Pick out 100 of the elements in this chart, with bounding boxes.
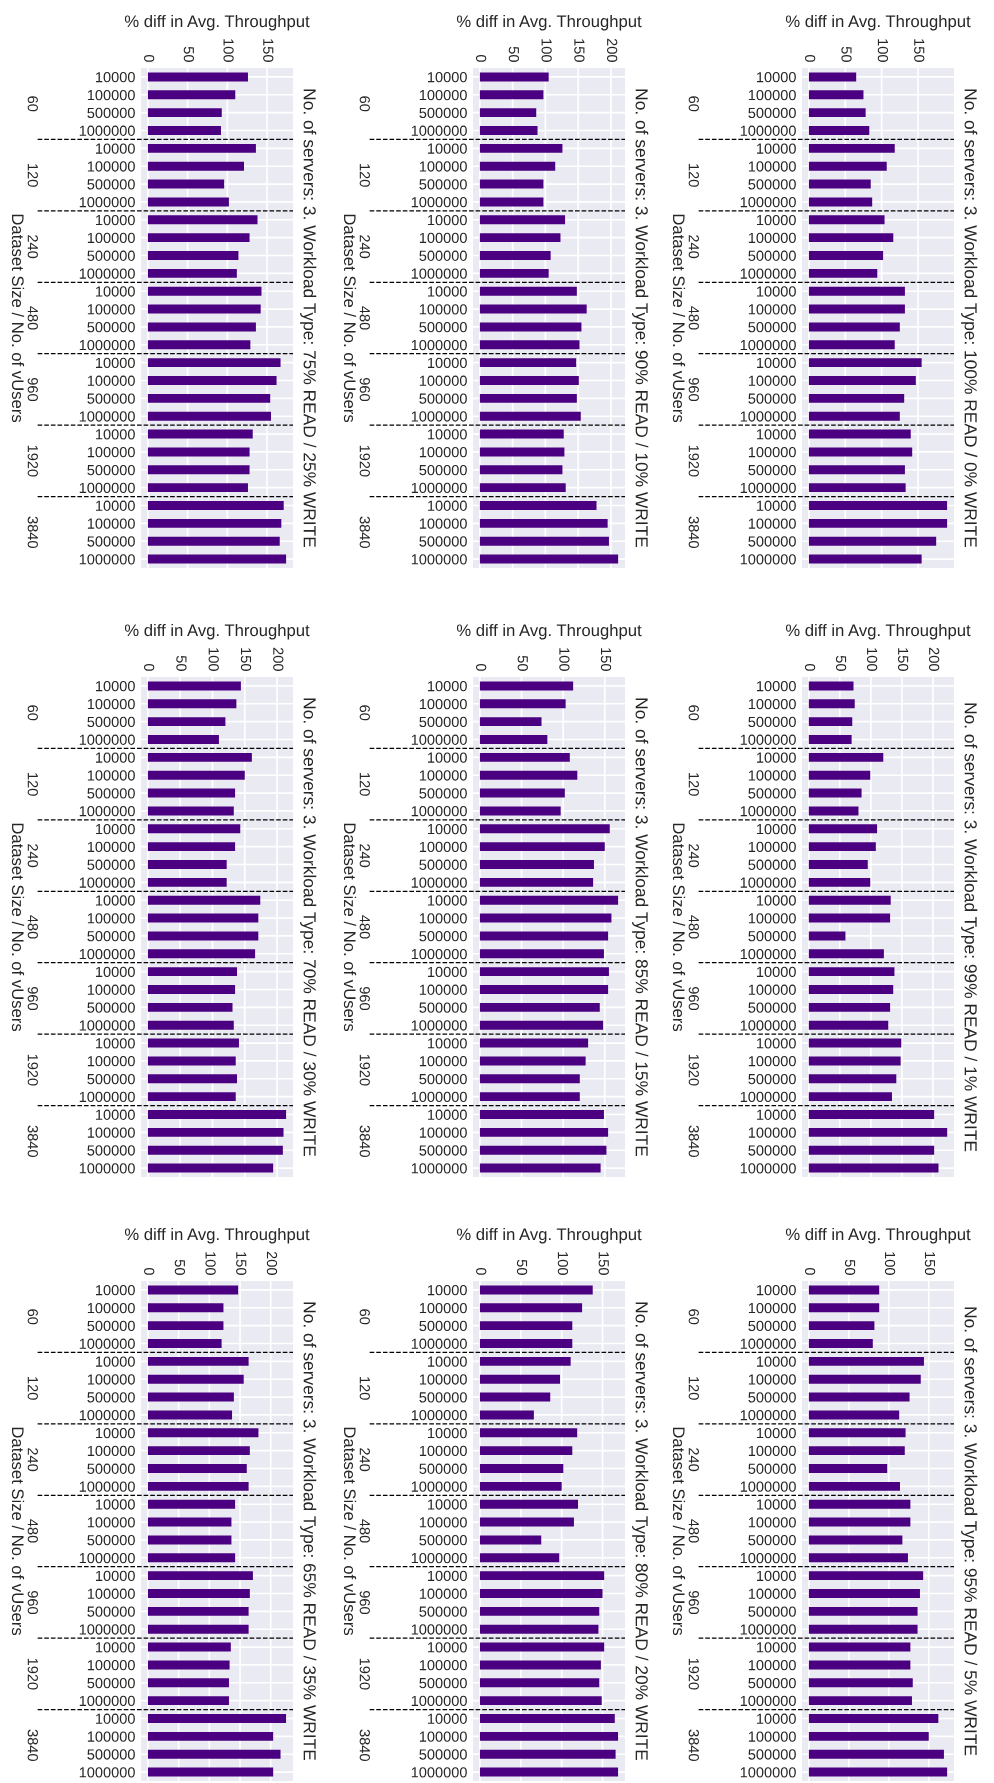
bar bbox=[147, 1535, 232, 1545]
y-tick-label: 1000000 bbox=[411, 1767, 467, 1778]
x-axis-title: % diff in Avg. Throughput bbox=[785, 1227, 971, 1244]
y-tick-label: 10000 bbox=[96, 895, 135, 906]
bar bbox=[479, 931, 609, 941]
bar bbox=[479, 985, 609, 994]
bar bbox=[479, 1285, 593, 1295]
y-tick-label: 100000 bbox=[87, 1660, 135, 1671]
bar bbox=[147, 1464, 247, 1473]
y-tick-label: 1000000 bbox=[79, 1163, 135, 1174]
bar bbox=[479, 806, 561, 816]
bar bbox=[147, 1642, 231, 1652]
text: 240 bbox=[688, 235, 699, 259]
bar bbox=[808, 483, 906, 493]
y-tick-label: 10000 bbox=[96, 966, 135, 978]
bar bbox=[808, 770, 871, 780]
y-tick-label: 10000 bbox=[757, 1356, 796, 1367]
bar bbox=[808, 860, 868, 869]
x-tick-label: 50 bbox=[174, 1259, 186, 1275]
bar bbox=[479, 518, 608, 528]
bar bbox=[808, 536, 937, 546]
bar bbox=[479, 699, 566, 709]
text: 60 bbox=[27, 96, 38, 112]
y-tick-label: 100000 bbox=[419, 447, 467, 458]
bar bbox=[147, 286, 262, 296]
text: 960 bbox=[688, 1590, 699, 1615]
bar bbox=[808, 197, 873, 207]
y-tick-label: 10000 bbox=[96, 214, 135, 226]
x-tick-label: 0 bbox=[143, 663, 155, 671]
bar bbox=[147, 90, 236, 100]
y-tick-label: 100000 bbox=[748, 984, 796, 995]
y-tick-label: 1000000 bbox=[79, 734, 135, 745]
text: 240 bbox=[359, 1448, 370, 1472]
bar bbox=[808, 788, 862, 798]
y-tick-label: 500000 bbox=[748, 859, 796, 870]
bar bbox=[147, 1074, 238, 1084]
x-tick-label: 150 bbox=[924, 1252, 936, 1275]
y-axis-title: Dataset Size / No. of vUsers bbox=[672, 214, 686, 423]
y-tick-label: 10000 bbox=[96, 1038, 135, 1049]
y-tick-label: 10000 bbox=[757, 1038, 796, 1049]
y-tick-label: 500000 bbox=[748, 1677, 796, 1689]
text: 960 bbox=[359, 377, 370, 402]
y-tick-label: 1000000 bbox=[740, 1481, 796, 1492]
text: 480 bbox=[688, 1519, 699, 1543]
bar bbox=[479, 1410, 534, 1420]
y-tick-label: 10000 bbox=[428, 752, 467, 763]
bar bbox=[808, 179, 871, 189]
y-tick-label: 1000000 bbox=[740, 554, 796, 565]
y-tick-label: 500000 bbox=[87, 931, 135, 942]
bar bbox=[147, 877, 227, 887]
y-tick-label: 1000000 bbox=[79, 125, 135, 136]
bar bbox=[147, 393, 271, 403]
y-axis-title: Dataset Size / No. of vUsers bbox=[343, 214, 357, 423]
x-tick-label: 0 bbox=[475, 663, 487, 671]
bar bbox=[479, 179, 544, 189]
bar bbox=[808, 1285, 880, 1295]
bar bbox=[147, 376, 277, 385]
y-tick-label: 10000 bbox=[428, 214, 467, 226]
y-tick-label: 1000000 bbox=[740, 482, 796, 494]
bar bbox=[808, 1145, 935, 1155]
y-tick-label: 100000 bbox=[748, 1517, 796, 1528]
bar bbox=[479, 895, 619, 905]
y-tick-label: 1000000 bbox=[740, 1767, 796, 1778]
x-tick-label: 100 bbox=[559, 648, 570, 671]
text: 60 bbox=[359, 96, 370, 112]
y-tick-label: 1000000 bbox=[740, 1552, 796, 1564]
bar bbox=[147, 1321, 224, 1331]
bar bbox=[147, 967, 238, 977]
y-tick-label: 100000 bbox=[419, 1374, 467, 1385]
bar bbox=[808, 681, 854, 691]
y-tick-label: 10000 bbox=[96, 1285, 135, 1296]
text: 480 bbox=[359, 915, 370, 939]
text: 60 bbox=[359, 705, 370, 721]
y-tick-label: 1000000 bbox=[411, 948, 467, 960]
text: 120 bbox=[359, 1377, 370, 1400]
x-tick-label: 0 bbox=[804, 54, 816, 62]
y-tick-label: 1000000 bbox=[79, 268, 135, 279]
y-tick-label: 100000 bbox=[87, 1127, 135, 1138]
y-tick-label: 10000 bbox=[428, 966, 467, 978]
y-tick-label: 100000 bbox=[419, 89, 467, 101]
text: 240 bbox=[688, 1448, 699, 1472]
bar bbox=[808, 1606, 918, 1616]
text: 480 bbox=[27, 915, 38, 939]
bar bbox=[147, 108, 222, 118]
x-tick-label: 100 bbox=[208, 648, 219, 671]
bar bbox=[479, 1074, 580, 1084]
bar bbox=[808, 161, 887, 171]
y-axis-title: Dataset Size / No. of vUsers bbox=[343, 823, 357, 1032]
y-tick-label: 500000 bbox=[419, 464, 467, 476]
y-tick-label: 500000 bbox=[419, 250, 467, 261]
y-tick-label: 100000 bbox=[87, 1517, 135, 1528]
bar bbox=[479, 1767, 619, 1777]
y-tick-label: 10000 bbox=[757, 1109, 796, 1120]
y-tick-label: 1000000 bbox=[79, 1338, 135, 1349]
y-tick-label: 500000 bbox=[748, 931, 796, 942]
text: 1920 bbox=[27, 1054, 38, 1086]
x-tick-label: 150 bbox=[263, 39, 274, 62]
y-tick-label: 100000 bbox=[748, 1588, 796, 1599]
bar bbox=[147, 1002, 233, 1012]
y-tick-label: 100000 bbox=[419, 1127, 467, 1138]
